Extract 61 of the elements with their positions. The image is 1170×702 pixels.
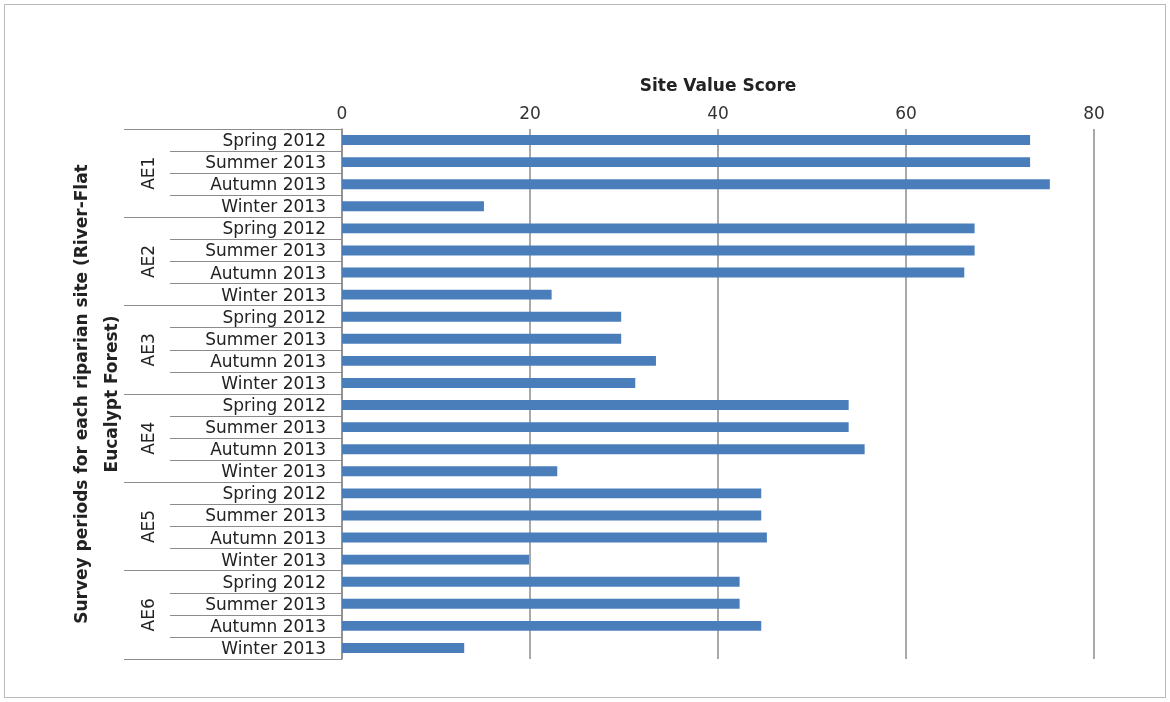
y-tick-label: Winter 2013 <box>221 461 326 482</box>
bar <box>342 444 865 455</box>
bar <box>342 488 762 499</box>
bar <box>342 510 762 521</box>
bar <box>342 245 975 256</box>
y-tick-label: Autumn 2013 <box>210 615 326 636</box>
y-tick-label: Summer 2013 <box>205 505 326 526</box>
y-tick-label: Spring 2012 <box>222 218 326 239</box>
y-tick-label: Winter 2013 <box>221 372 326 393</box>
x-tick-label: 0 <box>336 102 348 123</box>
text: AE3 <box>137 333 158 367</box>
bar <box>342 620 762 631</box>
y-tick-label: Summer 2013 <box>205 328 326 349</box>
x-tick-label: 80 <box>1083 102 1105 123</box>
bar <box>342 400 849 411</box>
y-tick-label: Autumn 2013 <box>210 262 326 283</box>
y-tick-label: Summer 2013 <box>205 593 326 614</box>
y-tick-label: Winter 2013 <box>221 637 326 658</box>
y-tick-label: Winter 2013 <box>221 549 326 570</box>
bar <box>342 554 530 565</box>
text: AE4 <box>137 421 158 455</box>
y-tick-label: Winter 2013 <box>221 284 326 305</box>
bar <box>342 598 740 609</box>
bar <box>342 355 656 366</box>
y-tick-label: Autumn 2013 <box>210 527 326 548</box>
bar <box>342 289 552 300</box>
bar <box>342 576 740 587</box>
bar <box>342 135 1031 146</box>
x-axis-title: Site Value Score <box>639 74 797 95</box>
bar <box>342 223 975 234</box>
text: AE2 <box>137 244 158 279</box>
bar <box>342 642 465 653</box>
bar <box>342 532 767 543</box>
y-tick-label: Spring 2012 <box>222 395 326 416</box>
y-tick-label: Summer 2013 <box>205 152 326 173</box>
y-tick-label: Spring 2012 <box>222 571 326 592</box>
x-tick-label: 20 <box>519 102 541 123</box>
x-tick-label: 60 <box>895 102 917 123</box>
text: AE1 <box>137 156 158 190</box>
bar <box>342 267 965 278</box>
y-axis-title: Survey periods for each riparian site (River-Flat Eucalypt Forest) <box>71 164 121 624</box>
y-tick-label: Summer 2013 <box>205 417 326 438</box>
y-tick-label: Autumn 2013 <box>210 174 326 195</box>
bar <box>342 179 1050 190</box>
bar <box>342 201 484 212</box>
bar <box>342 466 558 477</box>
text: AE6 <box>137 598 158 632</box>
bar <box>342 377 636 388</box>
y-tick-label: Winter 2013 <box>221 196 326 217</box>
bar <box>342 311 622 322</box>
x-tick-label: 40 <box>707 102 729 123</box>
y-tick-label: Autumn 2013 <box>210 350 326 371</box>
bar <box>342 333 622 344</box>
y-tick-label: Spring 2012 <box>222 483 326 504</box>
bar <box>342 157 1031 168</box>
y-tick-label: Spring 2012 <box>222 130 326 151</box>
y-tick-label: Spring 2012 <box>222 306 326 327</box>
text: AE5 <box>137 509 158 544</box>
y-tick-label: Summer 2013 <box>205 240 326 261</box>
y-tick-label: Autumn 2013 <box>210 439 326 460</box>
bar <box>342 422 849 433</box>
